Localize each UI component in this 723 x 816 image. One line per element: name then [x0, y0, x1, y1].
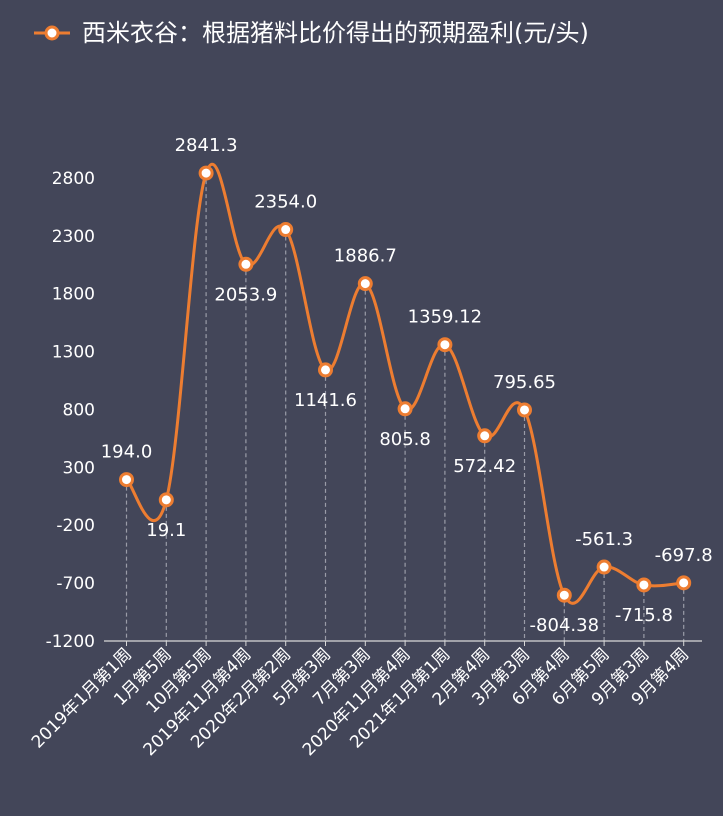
y-tick-label: 1800 [52, 285, 95, 305]
data-point [397, 401, 413, 417]
data-point [357, 276, 373, 292]
data-label: 2841.3 [175, 135, 238, 156]
data-point [198, 165, 214, 181]
data-label: 19.1 [146, 520, 186, 541]
markers [119, 165, 692, 603]
data-label: -715.8 [615, 605, 673, 626]
data-label: 1141.6 [294, 390, 357, 411]
y-tick-label: 2800 [52, 169, 95, 189]
data-label: 2053.9 [214, 284, 277, 305]
y-tick-label: 300 [63, 458, 95, 478]
data-point [158, 492, 174, 508]
data-label: 795.65 [493, 372, 556, 393]
data-point [318, 362, 333, 378]
data-label: -561.3 [575, 529, 633, 550]
data-point [596, 559, 612, 575]
data-point [676, 575, 692, 591]
data-point [636, 577, 652, 593]
data-point [437, 337, 453, 353]
y-tick-label: -700 [56, 574, 95, 594]
data-label: 2354.0 [254, 192, 317, 213]
data-point [238, 256, 254, 272]
legend-marker-icon [44, 25, 60, 41]
data-label: 805.8 [379, 429, 431, 450]
data-label: 1359.12 [408, 307, 482, 328]
legend-label: 西米衣谷：根据猪料比价得出的预期盈利(元/头) [82, 19, 589, 47]
y-tick-label: 2300 [52, 227, 95, 247]
legend: 西米衣谷：根据猪料比价得出的预期盈利(元/头) [34, 19, 589, 47]
data-labels: 194.0 19.1 2841.3 2053.9 2354.0 1141.6 1886.7 8… [101, 135, 713, 636]
data-label: -804.38 [530, 615, 599, 636]
data-point [517, 402, 532, 418]
data-label: 194.0 [101, 442, 153, 463]
drop-lines [125, 173, 685, 641]
y-tick-label: -1200 [46, 632, 95, 652]
data-point [556, 587, 572, 603]
data-point [477, 428, 493, 444]
data-label: -697.8 [655, 545, 713, 566]
data-point [278, 222, 294, 238]
data-label: 572.42 [453, 456, 516, 477]
x-axis: 2019年1月第1周1月第5周10月第5周2019年11月第4周2020年2月第… [28, 641, 693, 760]
y-tick-label: 800 [63, 400, 95, 420]
y-tick-label: 1300 [52, 343, 95, 363]
data-label: 1886.7 [334, 246, 397, 267]
data-point [119, 472, 134, 488]
y-tick-label: -200 [56, 516, 95, 536]
y-axis: -1200 -700 -200 300 800 1300 1800 2300 2800 [46, 169, 95, 652]
